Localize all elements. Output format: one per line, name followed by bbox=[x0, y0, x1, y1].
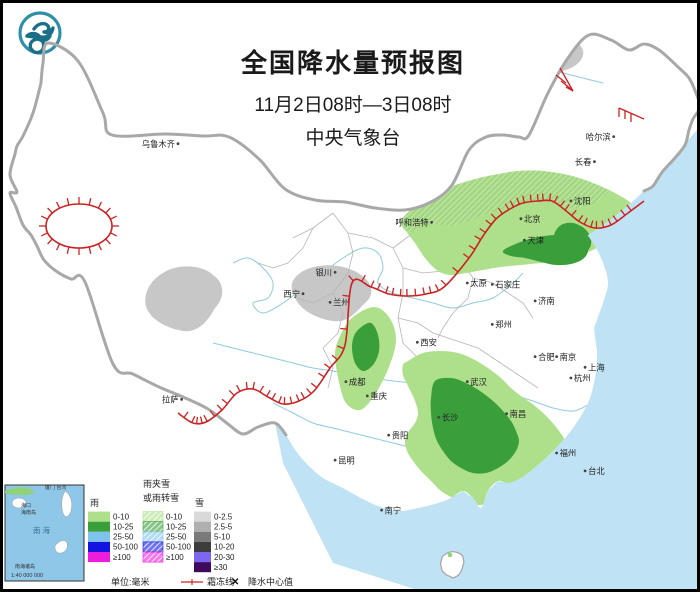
svg-text:单位:毫米: 单位:毫米 bbox=[111, 576, 150, 587]
svg-text:降水中心值: 降水中心值 bbox=[248, 576, 293, 587]
svg-text:银川: 银川 bbox=[315, 268, 332, 278]
svg-text:拉萨: 拉萨 bbox=[162, 395, 179, 405]
svg-text:西安: 西安 bbox=[420, 338, 437, 348]
svg-text:成都: 成都 bbox=[349, 377, 366, 387]
svg-text:郑州: 郑州 bbox=[495, 320, 512, 330]
svg-text:昆明: 昆明 bbox=[338, 455, 355, 465]
svg-text:贵阳: 贵阳 bbox=[392, 430, 409, 440]
svg-text:1:40 000 000: 1:40 000 000 bbox=[11, 573, 43, 579]
svg-text:长沙: 长沙 bbox=[442, 413, 459, 423]
svg-text:10-25: 10-25 bbox=[166, 523, 187, 532]
svg-text:20-30: 20-30 bbox=[214, 553, 235, 562]
svg-text:海南岛: 海南岛 bbox=[21, 509, 36, 516]
svg-text:50-100: 50-100 bbox=[113, 543, 138, 552]
svg-text:呼和浩特: 呼和浩特 bbox=[395, 218, 428, 228]
svg-text:南海诸岛: 南海诸岛 bbox=[15, 563, 35, 570]
svg-text:25-50: 25-50 bbox=[113, 533, 134, 542]
svg-text:长春: 长春 bbox=[575, 157, 592, 167]
svg-text:0-10: 0-10 bbox=[113, 512, 130, 521]
svg-text:10-20: 10-20 bbox=[214, 543, 235, 552]
svg-text:上海: 上海 bbox=[588, 363, 605, 373]
svg-text:杭州: 杭州 bbox=[574, 373, 591, 383]
svg-text:福州: 福州 bbox=[560, 448, 577, 458]
svg-text:南宁: 南宁 bbox=[385, 505, 402, 515]
svg-text:2.5-5: 2.5-5 bbox=[214, 523, 233, 532]
svg-text:南京: 南京 bbox=[560, 352, 577, 362]
svg-text:南海: 南海 bbox=[33, 525, 52, 535]
svg-text:沈阳: 沈阳 bbox=[574, 196, 591, 206]
svg-text:雨夹雪: 雨夹雪 bbox=[143, 478, 170, 489]
svg-text:或雨转雪: 或雨转雪 bbox=[143, 492, 179, 503]
svg-text:海口: 海口 bbox=[21, 502, 31, 509]
svg-text:25-50: 25-50 bbox=[166, 533, 187, 542]
svg-text:雨: 雨 bbox=[90, 498, 99, 508]
svg-text:霜冻线: 霜冻线 bbox=[207, 576, 234, 587]
svg-text:石家庄: 石家庄 bbox=[495, 280, 520, 290]
svg-text:兰州: 兰州 bbox=[333, 298, 350, 308]
svg-text:≥30: ≥30 bbox=[214, 563, 228, 572]
svg-text:重庆: 重庆 bbox=[370, 391, 387, 401]
svg-text:济南: 济南 bbox=[538, 296, 555, 306]
svg-text:≥100: ≥100 bbox=[113, 553, 131, 562]
svg-text:台北: 台北 bbox=[588, 466, 605, 476]
svg-text:50-100: 50-100 bbox=[166, 543, 191, 552]
svg-text:✕: ✕ bbox=[231, 577, 239, 588]
svg-text:南昌: 南昌 bbox=[510, 409, 527, 419]
svg-text:天津: 天津 bbox=[527, 235, 544, 245]
svg-text:北京: 北京 bbox=[524, 214, 541, 224]
svg-text:武汉: 武汉 bbox=[470, 377, 487, 387]
svg-text:太原: 太原 bbox=[470, 278, 487, 288]
svg-text:合肥: 合肥 bbox=[538, 352, 555, 362]
svg-text:10-25: 10-25 bbox=[113, 523, 134, 532]
svg-text:厦门 台湾: 厦门 台湾 bbox=[45, 484, 66, 491]
svg-text:0-2.5: 0-2.5 bbox=[214, 512, 233, 521]
svg-text:0-10: 0-10 bbox=[166, 512, 183, 521]
svg-text:5-10: 5-10 bbox=[214, 533, 231, 542]
svg-text:西宁: 西宁 bbox=[283, 289, 300, 299]
svg-text:雪: 雪 bbox=[195, 498, 204, 508]
svg-text:≥100: ≥100 bbox=[166, 553, 184, 562]
